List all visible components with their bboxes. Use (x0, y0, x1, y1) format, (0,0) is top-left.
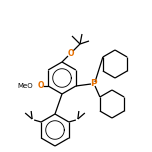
Text: P: P (90, 79, 96, 88)
Text: O: O (68, 48, 74, 57)
Text: MeO: MeO (17, 83, 33, 88)
Text: O: O (37, 81, 44, 90)
